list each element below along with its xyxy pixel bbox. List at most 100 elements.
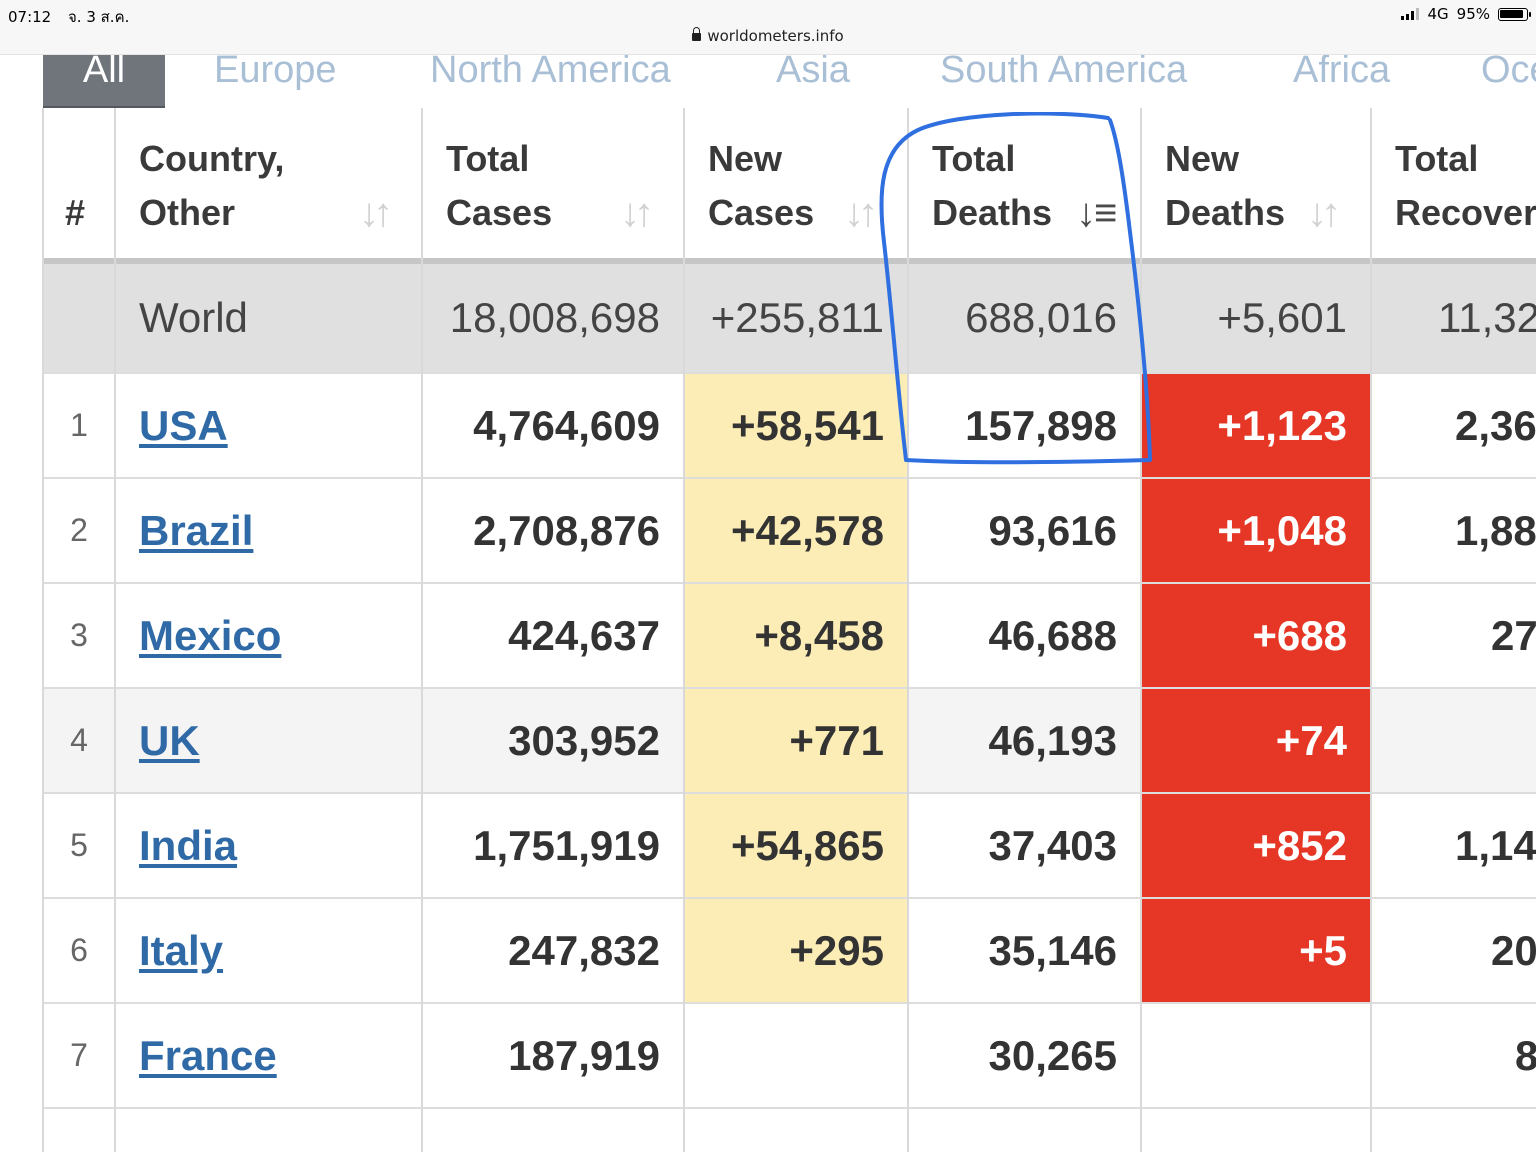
tab-north-america[interactable]: North America bbox=[430, 55, 671, 91]
country-cell: World bbox=[139, 294, 248, 341]
total-recovered-cell: 2,36 bbox=[1455, 401, 1536, 449]
new-deaths-cell: +688 bbox=[1141, 584, 1371, 687]
status-left: 07:12 จ. 3 ส.ค. bbox=[8, 5, 141, 29]
country-cell: UK bbox=[115, 689, 422, 792]
header-total-deaths[interactable]: Total Deaths ↓≡ bbox=[908, 108, 1141, 258]
total-deaths-cell: 30,265 bbox=[988, 1031, 1117, 1079]
new-deaths-cell bbox=[1141, 1004, 1371, 1107]
network-type: 4G bbox=[1427, 5, 1449, 23]
total-cases-cell: 424,637 bbox=[508, 611, 660, 659]
country-link[interactable]: UK bbox=[139, 716, 200, 764]
total-deaths-cell: 46,688 bbox=[988, 611, 1117, 659]
new-deaths-cell: +852 bbox=[1141, 794, 1371, 897]
sort-icon[interactable]: ↓↑ bbox=[359, 191, 393, 235]
total-deaths-cell: 37,403 bbox=[988, 821, 1117, 869]
new-deaths-cell: +5,601 bbox=[1217, 294, 1347, 341]
header-country[interactable]: Country, Other ↓↑ bbox=[115, 108, 422, 258]
status-right: 4G 95% bbox=[1401, 5, 1531, 23]
total-deaths-cell: 688,016 bbox=[965, 294, 1117, 341]
header-new-deaths[interactable]: New Deaths ↓↑ bbox=[1141, 108, 1371, 258]
table-header: # Country, Other ↓↑ Total Cases ↓↑ New C… bbox=[43, 108, 1536, 264]
total-recovered-cell: 27 bbox=[1491, 611, 1536, 659]
tab-oceania[interactable]: Oce bbox=[1481, 55, 1536, 91]
country-link[interactable]: USA bbox=[139, 401, 228, 449]
sort-desc-icon[interactable]: ↓≡ bbox=[1076, 191, 1117, 235]
header-new-cases[interactable]: New Cases ↓↑ bbox=[684, 108, 908, 258]
column-divider bbox=[421, 108, 423, 1152]
new-cases-cell: +255,811 bbox=[710, 294, 884, 341]
total-recovered-cell: 8 bbox=[1515, 1031, 1536, 1079]
rank-cell: 6 bbox=[70, 932, 88, 968]
header-total-recovered[interactable]: Total Recover bbox=[1395, 138, 1536, 233]
column-divider bbox=[683, 108, 685, 1152]
country-link[interactable]: France bbox=[139, 1031, 277, 1079]
country-cell: Brazil bbox=[115, 479, 422, 582]
country-link[interactable]: India bbox=[139, 821, 238, 869]
rank-cell: 2 bbox=[70, 512, 88, 548]
table-row: 1 USA 4,764,609 +58,541 157,898 +1,123 2… bbox=[43, 374, 1536, 479]
country-link[interactable]: Brazil bbox=[139, 506, 254, 554]
table-row-world: World 18,008,698 +255,811 688,016 +5,601… bbox=[43, 264, 1536, 374]
total-cases-cell: 1,751,919 bbox=[473, 821, 660, 869]
tab-asia[interactable]: Asia bbox=[776, 55, 850, 91]
tab-all[interactable]: All bbox=[43, 55, 165, 108]
total-recovered-cell bbox=[1371, 689, 1536, 792]
new-cases-cell: +295 bbox=[684, 899, 908, 1002]
tab-africa[interactable]: Africa bbox=[1293, 55, 1391, 91]
new-cases-cell bbox=[684, 1004, 908, 1107]
table-row-partial bbox=[43, 1109, 1536, 1152]
country-cell: India bbox=[115, 794, 422, 897]
table-row: 5 India 1,751,919 +54,865 37,403 +852 1,… bbox=[43, 794, 1536, 899]
rank-cell: 7 bbox=[70, 1037, 88, 1073]
total-cases-cell: 247,832 bbox=[508, 926, 660, 974]
total-cases-cell: 18,008,698 bbox=[449, 294, 660, 341]
total-cases-cell: 303,952 bbox=[508, 716, 660, 764]
sort-icon[interactable]: ↓↑ bbox=[844, 191, 878, 235]
country-link[interactable]: Italy bbox=[139, 926, 224, 974]
total-deaths-cell: 93,616 bbox=[988, 506, 1117, 554]
status-time: 07:12 bbox=[8, 8, 52, 26]
column-divider bbox=[907, 108, 909, 1152]
total-cases-cell: 2,708,876 bbox=[473, 506, 660, 554]
table-left-border bbox=[42, 108, 44, 1152]
sort-icon[interactable]: ↓↑ bbox=[620, 191, 654, 235]
new-cases-cell: +8,458 bbox=[684, 584, 908, 687]
table-row: 7 France 187,919 30,265 8 bbox=[43, 1004, 1536, 1109]
new-cases-cell: +58,541 bbox=[684, 374, 908, 477]
address-bar[interactable]: worldometers.info bbox=[0, 27, 1536, 45]
new-deaths-cell: +74 bbox=[1141, 689, 1371, 792]
battery-percent: 95% bbox=[1456, 5, 1490, 23]
column-divider bbox=[114, 108, 116, 1152]
new-cases-cell: +54,865 bbox=[684, 794, 908, 897]
signal-icon bbox=[1401, 8, 1420, 20]
tab-south-america[interactable]: South America bbox=[940, 55, 1188, 91]
header-total-cases[interactable]: Total Cases ↓↑ bbox=[422, 108, 684, 258]
country-cell: France bbox=[115, 1004, 422, 1107]
total-recovered-cell: 1,14 bbox=[1455, 821, 1536, 869]
total-cases-cell: 4,764,609 bbox=[473, 401, 660, 449]
total-deaths-cell: 157,898 bbox=[965, 401, 1117, 449]
new-cases-cell: +42,578 bbox=[684, 479, 908, 582]
url-text: worldometers.info bbox=[707, 27, 844, 45]
lock-icon bbox=[692, 27, 702, 41]
header-rank[interactable]: # bbox=[65, 192, 86, 233]
rank-cell bbox=[43, 264, 115, 372]
table-row: 2 Brazil 2,708,876 +42,578 93,616 +1,048… bbox=[43, 479, 1536, 584]
new-cases-cell: +771 bbox=[684, 689, 908, 792]
country-link[interactable]: Mexico bbox=[139, 611, 282, 659]
table-row: 4 UK 303,952 +771 46,193 +74 bbox=[43, 689, 1536, 794]
total-cases-cell: 187,919 bbox=[508, 1031, 660, 1079]
country-cell: Italy bbox=[115, 899, 422, 1002]
rank-cell: 3 bbox=[70, 617, 88, 653]
country-cell: Mexico bbox=[115, 584, 422, 687]
battery-icon bbox=[1498, 7, 1531, 21]
country-cell: USA bbox=[115, 374, 422, 477]
total-recovered-cell: 11,32 bbox=[1438, 294, 1536, 341]
table-row: 6 Italy 247,832 +295 35,146 +5 20 bbox=[43, 899, 1536, 1004]
column-divider bbox=[1140, 108, 1142, 1152]
total-recovered-cell: 1,88 bbox=[1455, 506, 1536, 554]
total-deaths-cell: 35,146 bbox=[988, 926, 1117, 974]
sort-icon[interactable]: ↓↑ bbox=[1307, 191, 1341, 235]
column-divider bbox=[1370, 108, 1372, 1152]
tab-europe[interactable]: Europe bbox=[214, 55, 337, 91]
